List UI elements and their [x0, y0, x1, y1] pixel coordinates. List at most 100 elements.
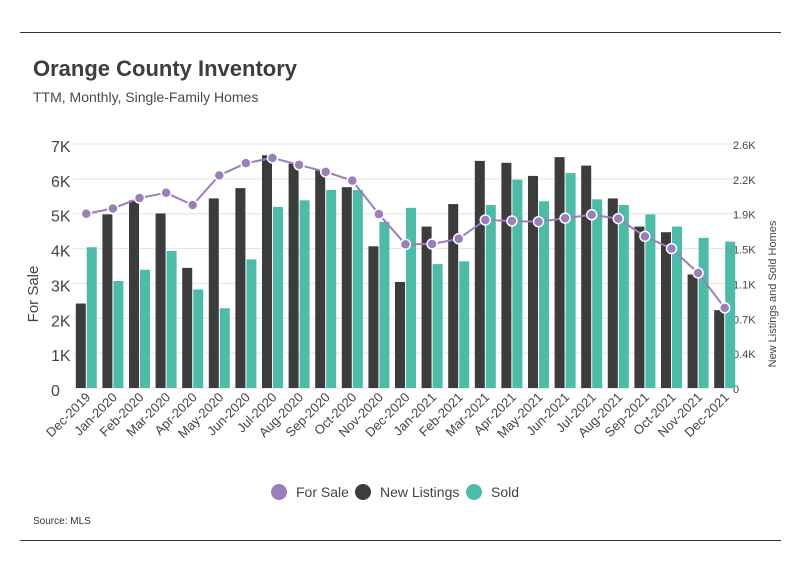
right-tick-label: 1.9K [733, 210, 756, 222]
for-sale-point [612, 212, 625, 225]
sold-bar [406, 207, 416, 388]
right-tick-label: 2.6K [733, 140, 756, 152]
new-listings-bar [714, 310, 725, 388]
new-listings-bar [235, 188, 246, 388]
for-sale-point [213, 169, 226, 182]
for-sale-point [532, 215, 545, 228]
for-sale-series-line [86, 156, 726, 309]
legend-sold-swatch [466, 484, 482, 500]
legend: For Sale New Listings Sold [271, 484, 519, 500]
sold-bar [512, 179, 523, 388]
for-sale-point [133, 192, 146, 204]
sold-bar [645, 214, 656, 388]
new-listings-bar [528, 175, 538, 388]
new-listings-bar [634, 226, 645, 388]
new-listings-bar [395, 281, 405, 388]
for-sale-point [559, 212, 571, 224]
top-rule [20, 32, 781, 33]
sold-bar [299, 200, 310, 388]
for-sale-point [107, 202, 119, 215]
bottom-rule [20, 540, 781, 541]
new-listings-bar [155, 213, 166, 388]
left-tick-label: 2K [51, 313, 71, 330]
legend-for-sale-label: For Sale [296, 484, 349, 500]
new-listings-bar [687, 274, 698, 388]
sold-bar [219, 308, 230, 388]
right-tick-label: 0.4K [733, 349, 756, 361]
legend-new-listings-label: New Listings [380, 484, 459, 500]
left-tick-label: 1K [51, 348, 71, 365]
sold-bar [432, 264, 443, 388]
new-listings-bar [448, 204, 459, 388]
legend-sold-label: Sold [491, 484, 519, 500]
sold-bar [485, 205, 496, 388]
new-listings-bar [208, 198, 219, 388]
for-sale-point [718, 302, 731, 314]
for-sale-point [346, 174, 359, 187]
right-tick-label: 0.7K [733, 314, 756, 326]
for-sale-point [399, 238, 412, 251]
new-listings-bar [315, 170, 326, 388]
sold-bar [379, 221, 390, 388]
for-sale-line [80, 152, 731, 314]
sold-bar [193, 289, 204, 388]
for-sale-point [186, 199, 199, 211]
sold-bar [246, 259, 257, 388]
sold-bar [592, 199, 603, 388]
left-tick-label: 3K [51, 278, 71, 295]
right-tick-label: 2.2K [733, 175, 756, 187]
new-listings-bar [474, 160, 485, 388]
sold-bar [459, 261, 470, 388]
legend-new-listings-swatch [355, 484, 371, 500]
new-listings-bar [129, 200, 139, 388]
new-listings-bar [368, 246, 379, 388]
for-sale-point [293, 159, 305, 171]
sold-bar [672, 226, 682, 388]
sold-bar [539, 201, 549, 388]
sold-bar [86, 247, 97, 388]
new-listings-bar [554, 157, 565, 388]
right-axis: 0 0.4K 0.7K 1.1K 1.5K 1.9K 2.2K 2.6K [733, 140, 756, 396]
sold-bar [698, 237, 709, 388]
left-axis: 0 1K 2K 3K 4K 5K 6K 7K [51, 139, 71, 400]
left-tick-label: 4K [51, 244, 71, 261]
new-listings-bar [75, 303, 86, 388]
left-tick-label: 6K [51, 174, 71, 191]
new-listings-bar [581, 165, 592, 388]
sold-bar [565, 173, 576, 388]
right-tick-label: 0 [733, 384, 739, 396]
for-sale-point [665, 242, 678, 255]
for-sale-point [266, 152, 279, 164]
for-sale-point [240, 157, 252, 169]
for-sale-point [80, 207, 93, 220]
for-sale-point [452, 233, 465, 245]
source-note: Source: MLS [33, 516, 91, 527]
x-axis-labels: Dec-2019Jan-2020Feb-2020Mar-2020Apr-2020… [43, 390, 732, 441]
sold-bar [140, 269, 150, 388]
new-listings-bar [421, 226, 432, 388]
right-axis-label: New Listings and Sold Homes [767, 220, 779, 367]
new-listings-bar [182, 267, 193, 388]
new-listings-bar [262, 155, 272, 388]
for-sale-point [160, 187, 172, 199]
legend-for-sale-swatch [271, 484, 287, 500]
sold-bar [273, 206, 283, 388]
chart-subtitle: TTM, Monthly, Single-Family Homes [33, 89, 259, 105]
new-listings-bar [607, 198, 618, 388]
new-listings-bar [341, 187, 352, 388]
for-sale-point [479, 214, 492, 226]
bars [75, 155, 736, 388]
new-listings-bar [661, 232, 671, 388]
sold-bar [326, 189, 337, 388]
for-sale-point [373, 208, 385, 220]
for-sale-point [319, 166, 332, 178]
sold-bar [725, 241, 736, 388]
left-tick-label: 0 [51, 383, 60, 400]
right-tick-label: 1.5K [733, 245, 756, 257]
sold-bar [166, 250, 177, 388]
new-listings-bar [288, 163, 299, 388]
sold-bar [113, 281, 124, 388]
left-axis-label: For Sale [25, 266, 42, 323]
for-sale-point [639, 230, 651, 243]
